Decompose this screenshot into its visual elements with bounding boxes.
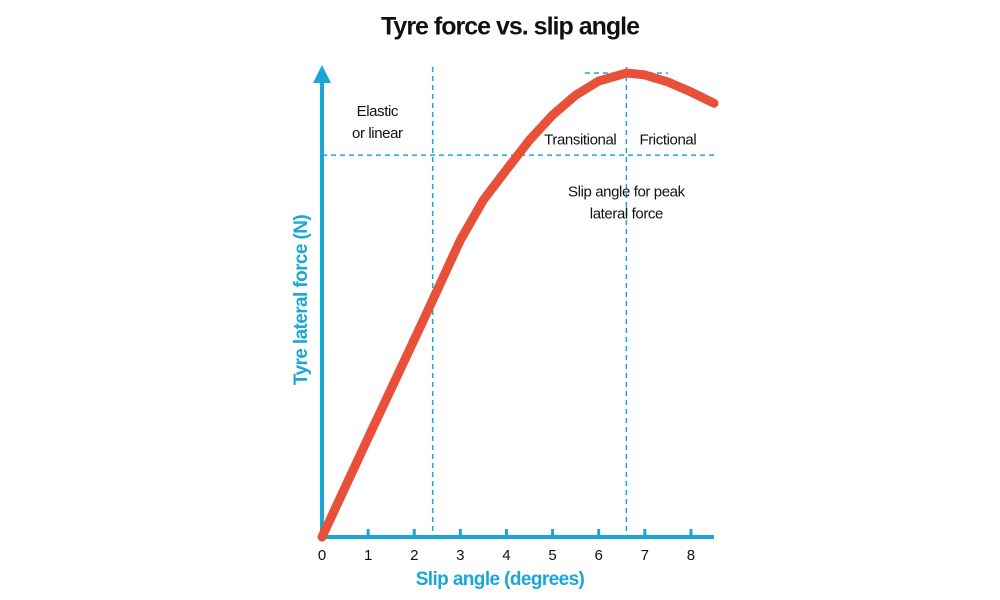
x-tick-label: 3 (456, 547, 464, 564)
x-axis-label: Slip angle (degrees) (416, 569, 585, 590)
chart-title: Tyre force vs. slip angle (381, 13, 640, 41)
annotation: Transitional (544, 131, 616, 148)
x-tick-label: 7 (641, 547, 649, 564)
x-tick-label: 1 (364, 547, 372, 564)
annotation: lateral force (590, 205, 663, 222)
annotation: Slip angle for peak (568, 183, 686, 200)
x-tick-label: 4 (502, 547, 510, 564)
y-axis-label: Tyre lateral force (N) (291, 215, 312, 385)
annotation: Elastic (357, 103, 399, 120)
x-tick-label: 6 (595, 547, 603, 564)
x-tick-label: 2 (410, 547, 418, 564)
x-tick-label: 5 (548, 547, 556, 564)
annotation: Frictional (639, 131, 696, 148)
x-tick-label: 8 (687, 547, 695, 564)
annotation: or linear (352, 125, 403, 142)
x-tick-label: 0 (318, 547, 326, 564)
data-line (317, 68, 719, 542)
y-axis-arrow (313, 65, 331, 83)
